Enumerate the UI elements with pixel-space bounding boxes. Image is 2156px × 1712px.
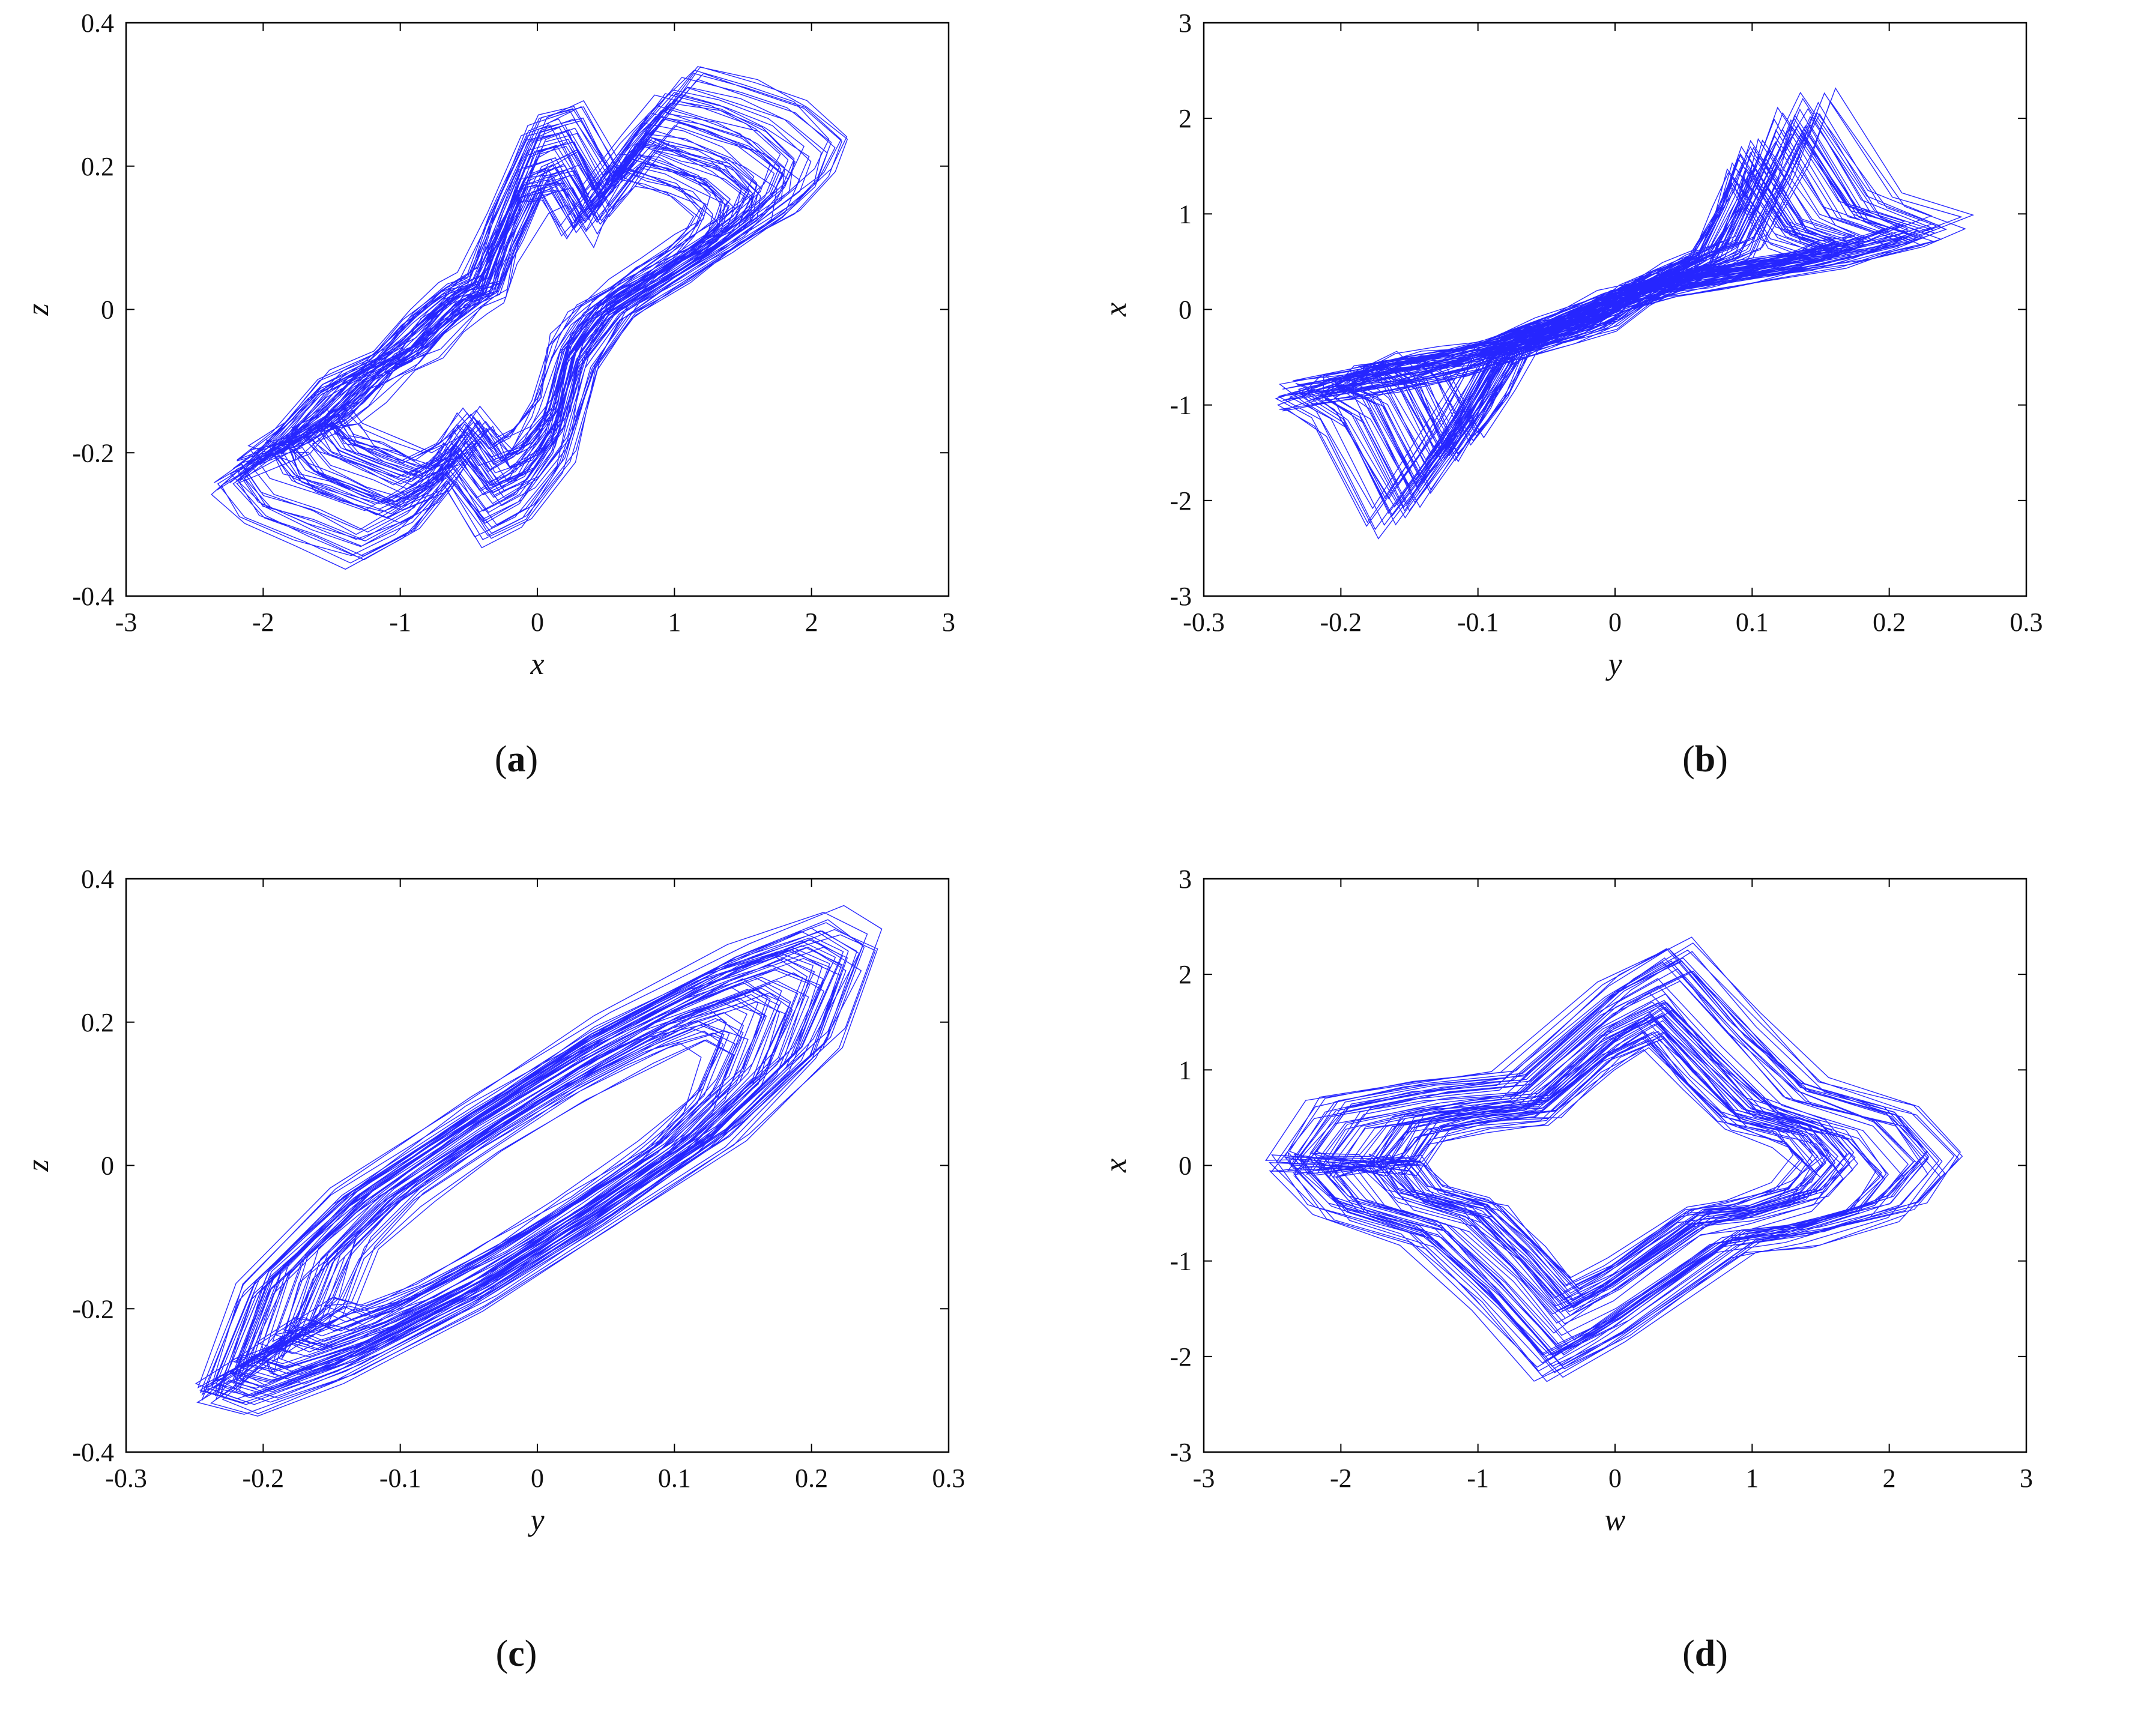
x-tick-label: 3 xyxy=(2020,1463,2033,1493)
panel-c-chart: -0.3 -0.2 -0.1 0 0.1 0.2 0.3 -0.4 -0.2 0 0.2 0.4 y z xyxy=(21,864,965,1537)
x-tick-label: 1 xyxy=(1745,1463,1759,1493)
y-tick-label: 3 xyxy=(1179,8,1192,38)
x-tick-label: 0.3 xyxy=(2010,607,2043,637)
y-tick-label: 0 xyxy=(101,1151,114,1181)
x-tick-label: 0.1 xyxy=(658,1463,691,1493)
y-axis-label: x xyxy=(1099,303,1133,317)
series-line xyxy=(1275,87,1975,540)
series-line xyxy=(195,905,883,1417)
x-tick-label: 0.1 xyxy=(1736,607,1769,637)
x-tick-label: 0.3 xyxy=(932,1463,965,1493)
y-tick-label: 0.4 xyxy=(81,864,114,894)
y-tick-label: -3 xyxy=(1170,1438,1192,1467)
panel-a-caption: (a) xyxy=(494,739,539,780)
panel-b-chart: -0.3 -0.2 -0.1 0 0.1 0.2 0.3 -3 -2 -1 0 1 2 3 y x xyxy=(1099,8,2043,681)
x-tick-label: -0.2 xyxy=(243,1463,285,1493)
x-tick-label: -3 xyxy=(115,607,137,637)
y-tick-label: -1 xyxy=(1170,1247,1192,1276)
y-tick-label: 0 xyxy=(1179,295,1192,325)
panel-c-caption-letter: c xyxy=(508,1633,525,1674)
y-axis-label: z xyxy=(21,1159,55,1172)
x-axis-label: w xyxy=(1605,1503,1626,1537)
x-tick-label: 0 xyxy=(531,1463,544,1493)
y-tick-label: -3 xyxy=(1170,582,1192,611)
attractor-trajectory xyxy=(1265,936,1963,1382)
y-tick-label: 0.2 xyxy=(81,152,114,181)
y-tick-label: 0.2 xyxy=(81,1008,114,1037)
panel-a-chart: -3 -2 -1 0 1 2 3 -0.4 -0.2 0 0.2 0.4 x z xyxy=(21,8,955,681)
x-tick-label: 0 xyxy=(531,607,544,637)
panel-d-caption-letter: d xyxy=(1694,1633,1716,1674)
x-tick-label: -0.1 xyxy=(379,1463,421,1493)
y-tick-label: 0.4 xyxy=(81,8,114,38)
attractor-trajectory xyxy=(1275,87,1975,540)
x-tick-label: -0.3 xyxy=(1183,607,1225,637)
y-tick-label: -0.2 xyxy=(72,438,114,468)
y-tick-label: 2 xyxy=(1179,960,1192,989)
panel-c-caption: (c) xyxy=(495,1633,537,1674)
y-tick-label: -1 xyxy=(1170,391,1192,420)
x-tick-label: -2 xyxy=(1330,1463,1352,1493)
x-tick-label: -2 xyxy=(252,607,274,637)
x-tick-label: -0.2 xyxy=(1320,607,1362,637)
y-axis-label: x xyxy=(1099,1159,1133,1173)
x-tick-label: 0.2 xyxy=(1873,607,1906,637)
x-tick-label: 2 xyxy=(805,607,818,637)
y-tick-label: -2 xyxy=(1170,1342,1192,1372)
y-tick-label: -0.4 xyxy=(72,1438,114,1467)
x-tick-label: 2 xyxy=(1883,1463,1896,1493)
x-axis-label: x xyxy=(530,647,544,681)
panel-b-caption: (b) xyxy=(1682,739,1728,780)
panel-a-caption-letter: a xyxy=(507,739,526,780)
panel-b-caption-letter: b xyxy=(1694,739,1716,780)
y-tick-label: 3 xyxy=(1179,864,1192,894)
y-tick-label: 1 xyxy=(1179,1055,1192,1085)
attractor-trajectory xyxy=(211,66,848,570)
x-tick-label: -0.1 xyxy=(1457,607,1499,637)
y-tick-label: 0 xyxy=(1179,1151,1192,1181)
y-tick-label: -0.4 xyxy=(72,582,114,611)
x-tick-label: 0 xyxy=(1608,607,1622,637)
x-tick-label: 3 xyxy=(942,607,955,637)
series-line xyxy=(211,66,848,570)
panel-d-caption: (d) xyxy=(1682,1633,1728,1674)
y-tick-label: 2 xyxy=(1179,104,1192,133)
y-tick-label: -0.2 xyxy=(72,1294,114,1324)
x-tick-label: -1 xyxy=(1467,1463,1489,1493)
plot-frame xyxy=(125,22,950,597)
x-tick-label: -1 xyxy=(389,607,411,637)
x-tick-label: 1 xyxy=(668,607,681,637)
x-tick-label: 0.2 xyxy=(795,1463,828,1493)
panel-d-chart: -3 -2 -1 0 1 2 3 -3 -2 -1 0 1 2 3 w x xyxy=(1099,864,2033,1537)
x-tick-label: 0 xyxy=(1608,1463,1622,1493)
y-tick-label: -2 xyxy=(1170,486,1192,516)
x-axis-label: y xyxy=(1605,647,1622,681)
x-tick-label: -3 xyxy=(1193,1463,1215,1493)
series-line xyxy=(1265,936,1963,1382)
y-tick-label: 0 xyxy=(101,295,114,325)
x-axis-label: y xyxy=(527,1503,545,1537)
y-axis-label: z xyxy=(21,303,55,316)
x-tick-label: -0.3 xyxy=(105,1463,147,1493)
y-tick-label: 1 xyxy=(1179,199,1192,229)
attractor-trajectory xyxy=(195,905,883,1417)
